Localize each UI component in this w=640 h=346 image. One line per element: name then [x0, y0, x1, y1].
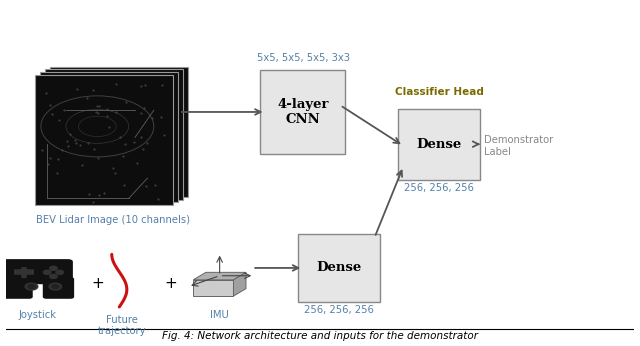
FancyBboxPatch shape: [3, 259, 73, 284]
Circle shape: [28, 284, 35, 289]
Text: BEV Lidar Image (10 channels): BEV Lidar Image (10 channels): [36, 215, 190, 225]
FancyBboxPatch shape: [43, 277, 74, 299]
Polygon shape: [234, 272, 246, 296]
Polygon shape: [193, 272, 246, 280]
FancyBboxPatch shape: [40, 72, 178, 202]
Text: Dense: Dense: [316, 262, 362, 274]
Text: Demonstrator
Label: Demonstrator Label: [484, 135, 554, 157]
Text: Future
trajectory: Future trajectory: [98, 315, 147, 336]
FancyBboxPatch shape: [45, 69, 182, 200]
Circle shape: [25, 283, 38, 290]
Polygon shape: [193, 280, 234, 296]
Text: 256, 256, 256: 256, 256, 256: [404, 183, 474, 193]
Text: 5x5, 5x5, 5x5, 3x3: 5x5, 5x5, 5x5, 3x3: [257, 53, 349, 63]
Text: Classifier Head: Classifier Head: [395, 86, 484, 97]
FancyBboxPatch shape: [398, 109, 480, 180]
Circle shape: [49, 283, 61, 290]
FancyBboxPatch shape: [298, 234, 380, 302]
Text: Fig. 4: Network architecture and inputs for the demonstrator: Fig. 4: Network architecture and inputs …: [162, 331, 478, 341]
Text: IMU: IMU: [210, 310, 229, 320]
Circle shape: [50, 266, 57, 270]
Circle shape: [56, 270, 63, 274]
Circle shape: [44, 270, 51, 274]
FancyBboxPatch shape: [1, 277, 33, 299]
Circle shape: [50, 274, 57, 279]
Text: 4-layer
CNN: 4-layer CNN: [277, 98, 328, 126]
Text: 256, 256, 256: 256, 256, 256: [304, 305, 374, 315]
FancyBboxPatch shape: [35, 75, 173, 205]
Circle shape: [52, 284, 59, 289]
Text: Dense: Dense: [417, 138, 462, 151]
FancyBboxPatch shape: [50, 66, 188, 197]
FancyBboxPatch shape: [260, 70, 345, 154]
Text: +: +: [91, 276, 104, 291]
Text: Joystick: Joystick: [19, 310, 57, 320]
Text: +: +: [164, 276, 177, 291]
